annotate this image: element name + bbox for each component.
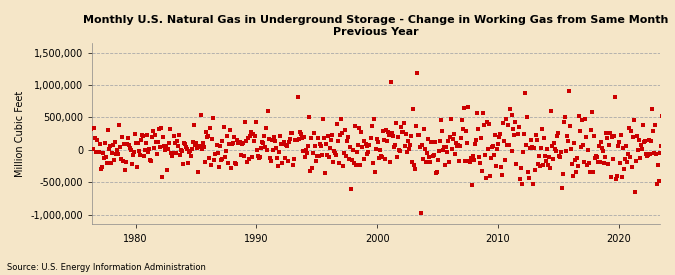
- Text: Source: U.S. Energy Information Administration: Source: U.S. Energy Information Administ…: [7, 263, 206, 272]
- Title: Monthly U.S. Natural Gas in Underground Storage - Change in Working Gas from Sam: Monthly U.S. Natural Gas in Underground …: [84, 15, 669, 37]
- Y-axis label: Million Cubic Feet: Million Cubic Feet: [15, 90, 25, 177]
